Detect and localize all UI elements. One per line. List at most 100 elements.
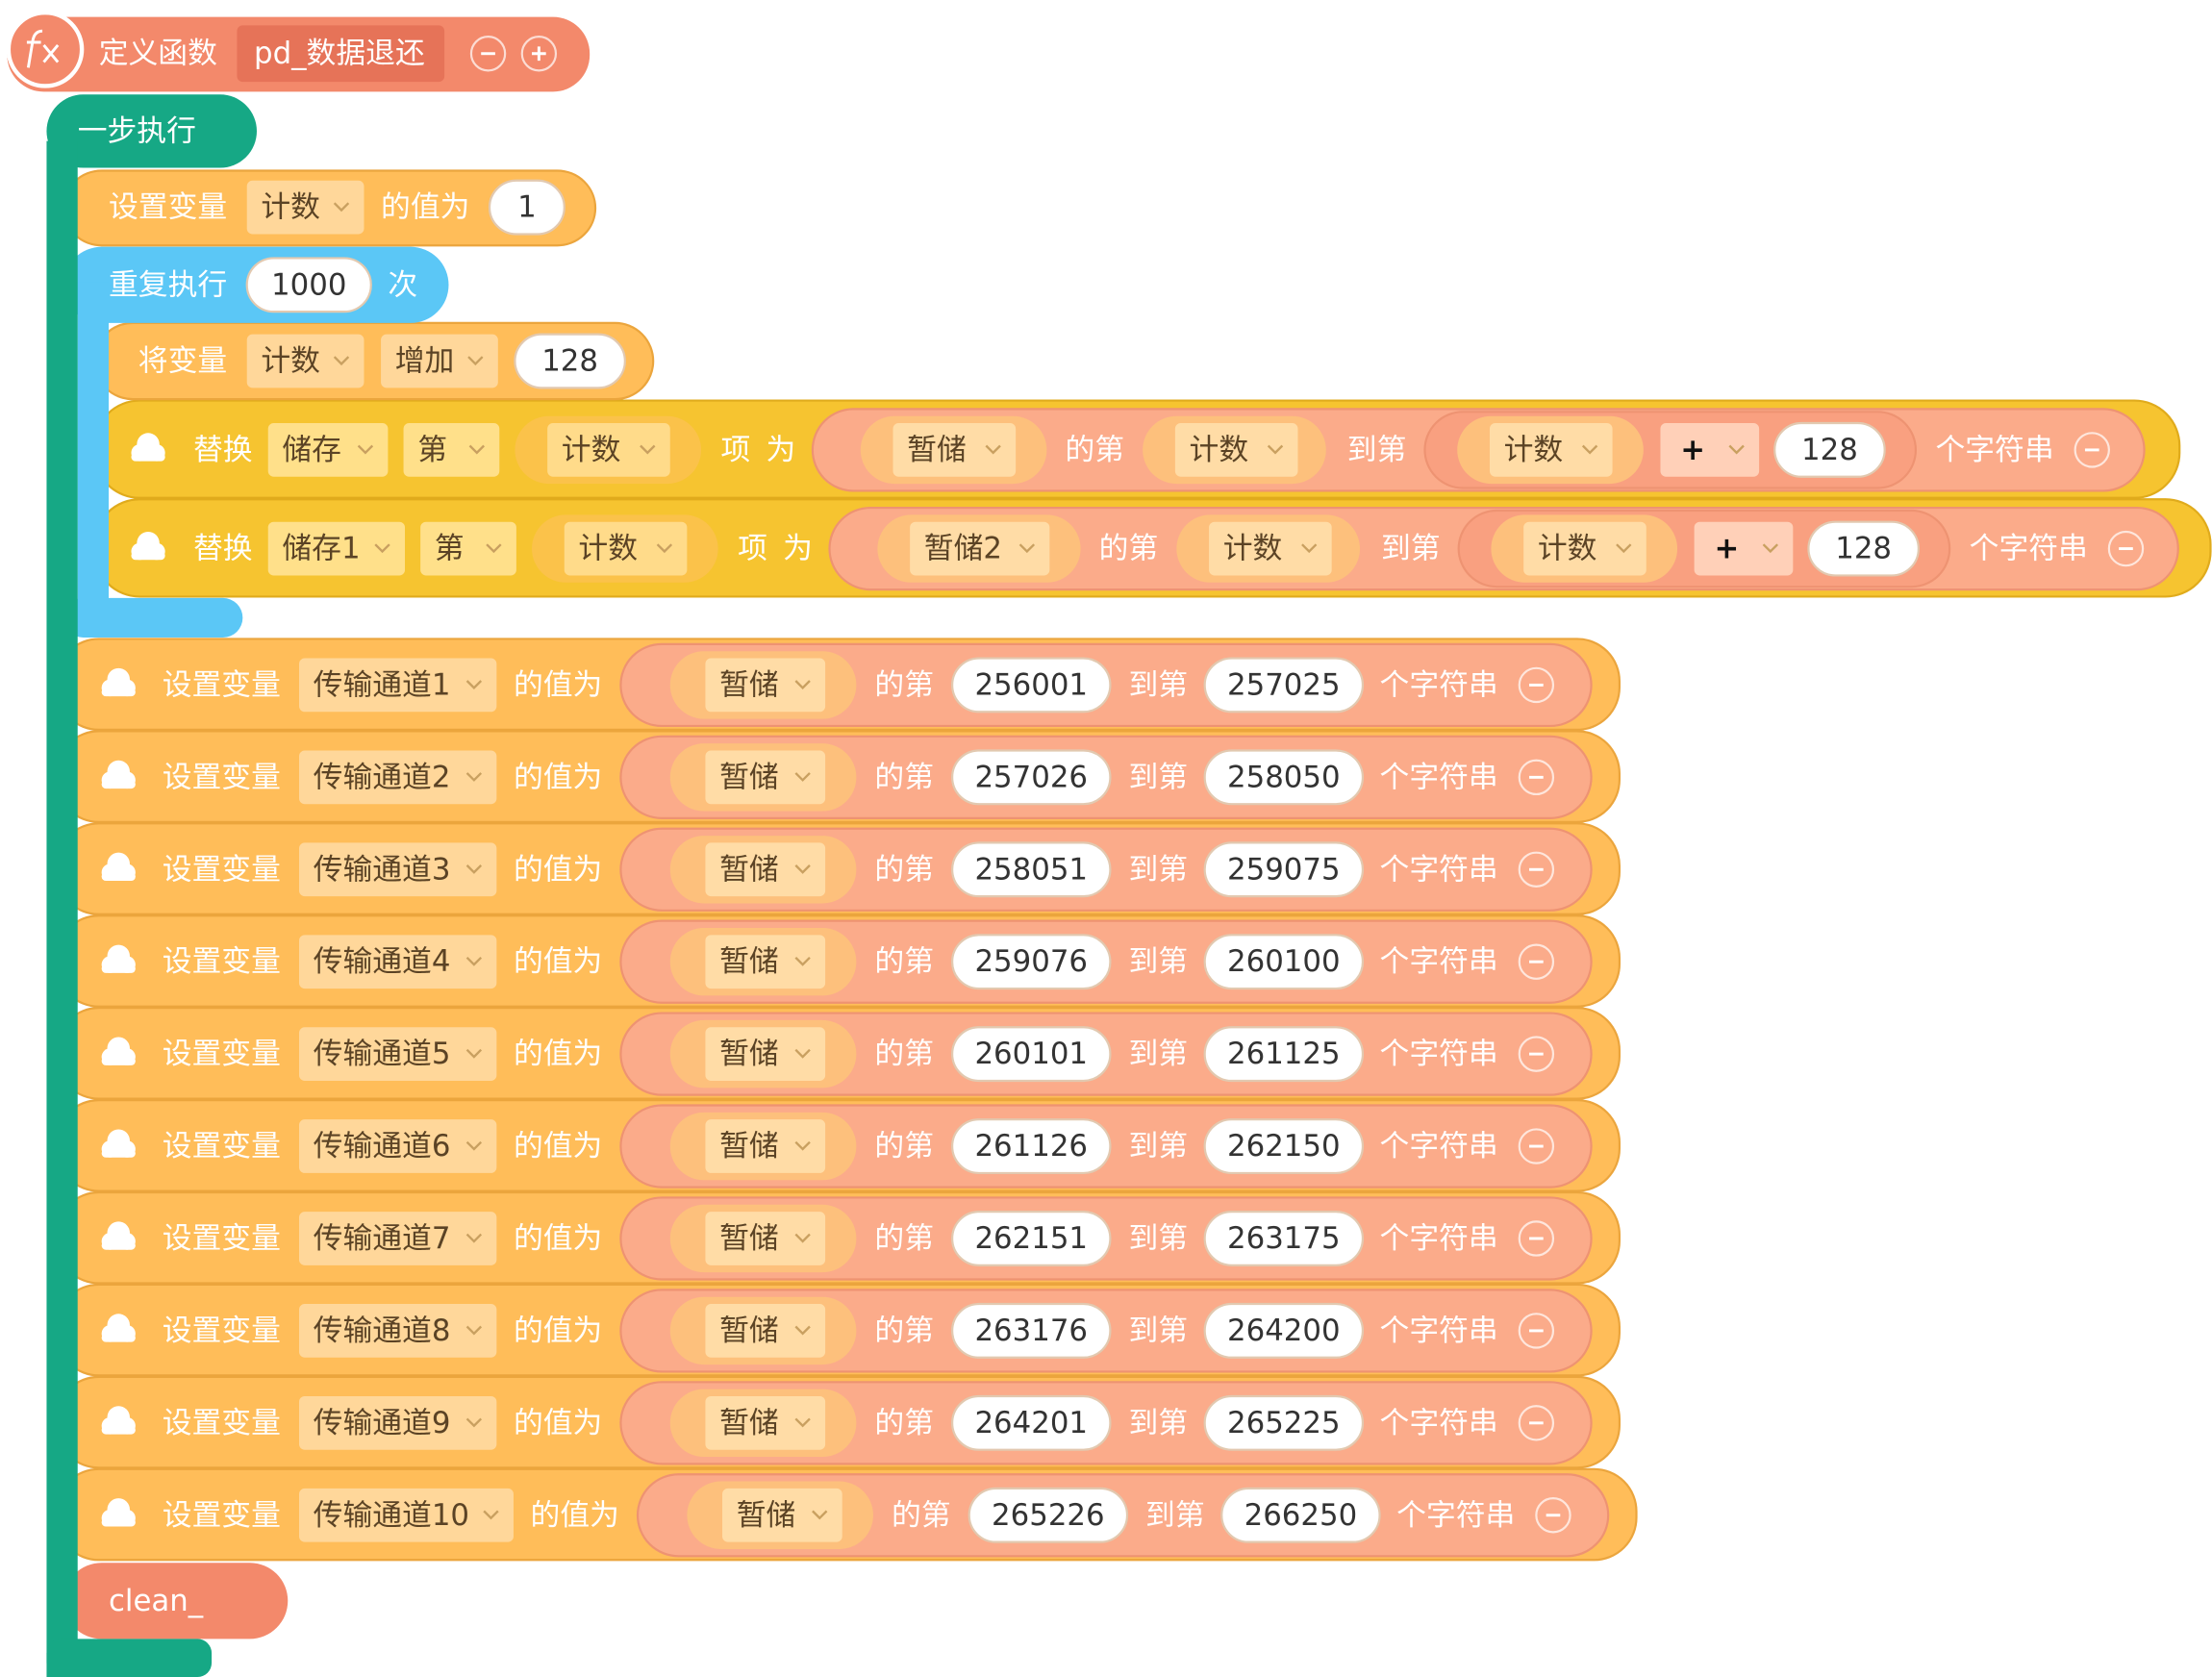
label: 到第 xyxy=(1128,760,1188,794)
sequence-foot xyxy=(46,1639,213,1677)
dropdown-arrow xyxy=(794,1140,811,1151)
label: 个字符串 xyxy=(1380,944,1498,979)
label: 设置变量 xyxy=(163,1129,281,1164)
add-button[interactable] xyxy=(520,36,558,72)
dropdown-arrow xyxy=(465,864,483,874)
dropdown-arrow xyxy=(465,1048,483,1059)
dropdown-arrow xyxy=(1581,444,1598,455)
number-text: 265225 xyxy=(1227,1406,1341,1440)
label: 替换 xyxy=(193,532,253,566)
number-input xyxy=(1203,657,1365,713)
dropdown-text: 计数 xyxy=(1223,532,1283,566)
dropdown xyxy=(299,658,497,713)
dropdown-arrow xyxy=(1301,543,1318,554)
cloud-icon xyxy=(101,1333,136,1342)
label: 到第 xyxy=(1128,944,1188,979)
number-input xyxy=(1220,1487,1381,1543)
dropdown xyxy=(705,1395,826,1450)
dropdown-text: 暂储2 xyxy=(924,532,1002,566)
label: 的值为 xyxy=(381,190,469,225)
label: 的第 xyxy=(874,1129,934,1164)
dropdown-text: 暂储 xyxy=(719,1037,779,1071)
label: 到第 xyxy=(1128,1406,1188,1440)
number-input xyxy=(1203,1302,1365,1359)
number-input xyxy=(1203,934,1365,990)
dropdown xyxy=(705,658,826,713)
label: 的第 xyxy=(874,1406,934,1440)
dropdown-text: 第 xyxy=(417,433,447,467)
dropdown-text: 计数 xyxy=(1504,433,1564,467)
dropdown-arrow xyxy=(374,543,390,554)
label: pd_数据退还 xyxy=(254,37,425,71)
remove-button[interactable] xyxy=(1518,943,1555,980)
number-input xyxy=(951,1394,1112,1451)
number-text: 266250 xyxy=(1244,1498,1358,1533)
remove-button[interactable] xyxy=(1518,1128,1555,1164)
cloud-icon xyxy=(107,1314,130,1337)
label: 的第 xyxy=(874,667,934,702)
cloud-icon xyxy=(107,1129,130,1152)
label: 设置变量 xyxy=(163,944,281,979)
dropdown-text: 传输通道2 xyxy=(314,760,451,794)
remove-button[interactable] xyxy=(1518,1405,1555,1441)
cloud-icon xyxy=(107,1406,130,1429)
cloud-icon xyxy=(137,433,160,456)
label: 个字符串 xyxy=(1380,760,1498,794)
label: 的第 xyxy=(874,1221,934,1256)
number-input xyxy=(1203,1118,1365,1175)
number-text: 259076 xyxy=(974,944,1088,979)
remove-button[interactable] xyxy=(2074,432,2110,468)
cloud-icon xyxy=(101,1057,136,1065)
dropdown-arrow xyxy=(794,956,811,966)
dropdown-arrow xyxy=(465,1233,483,1243)
dropdown-text: 传输通道1 xyxy=(314,667,451,702)
dropdown-arrow xyxy=(1728,444,1745,455)
remove-button[interactable] xyxy=(469,36,507,72)
dropdown-text: 储存 xyxy=(282,433,341,467)
cloud-icon xyxy=(107,1221,130,1244)
label: 的值为 xyxy=(514,1406,602,1440)
number-input xyxy=(951,934,1112,990)
remove-button[interactable] xyxy=(1518,1313,1555,1349)
number-input xyxy=(1773,421,1886,478)
remove-button[interactable] xyxy=(2107,530,2145,567)
dropdown-arrow xyxy=(486,543,502,554)
repeat-foot xyxy=(63,597,243,638)
remove-button[interactable] xyxy=(1518,1036,1555,1072)
label: 到第 xyxy=(1128,852,1188,887)
cloud-icon xyxy=(131,551,165,561)
dropdown-arrow xyxy=(794,680,811,690)
remove-button[interactable] xyxy=(1535,1497,1571,1534)
number-text: 260101 xyxy=(974,1037,1088,1071)
label: 个字符串 xyxy=(1380,1221,1498,1256)
label: 到第 xyxy=(1128,667,1188,702)
dropdown xyxy=(299,1488,514,1542)
label: 的值为 xyxy=(514,1221,602,1256)
label: 项 xyxy=(721,433,751,467)
label: 到第 xyxy=(1128,1314,1188,1348)
dropdown-arrow xyxy=(794,1233,811,1243)
remove-button[interactable] xyxy=(1518,666,1555,704)
dropdown-text: 暂储 xyxy=(719,760,779,794)
remove-button[interactable] xyxy=(1518,1220,1555,1257)
number-text: 261125 xyxy=(1227,1037,1341,1071)
dropdown-text: 计数 xyxy=(261,343,320,378)
dropdown-arrow xyxy=(812,1510,828,1520)
dropdown xyxy=(420,521,516,576)
cloud-icon xyxy=(107,1037,130,1060)
number-text: 1 xyxy=(517,190,537,225)
dropdown-text: 暂储 xyxy=(719,1129,779,1164)
label: 的值为 xyxy=(514,944,602,979)
dropdown-arrow xyxy=(483,1510,499,1520)
dropdown-arrow xyxy=(333,356,350,366)
remove-button[interactable] xyxy=(1518,759,1555,796)
label: 的值为 xyxy=(514,667,602,702)
remove-button[interactable] xyxy=(1518,851,1555,888)
dropdown-arrow xyxy=(640,444,656,455)
number-text: 256001 xyxy=(974,667,1088,702)
label: 设置变量 xyxy=(163,1498,281,1533)
label: 将变量 xyxy=(138,343,227,378)
sequence-arm xyxy=(46,140,78,1677)
number-text: 262151 xyxy=(974,1221,1088,1256)
